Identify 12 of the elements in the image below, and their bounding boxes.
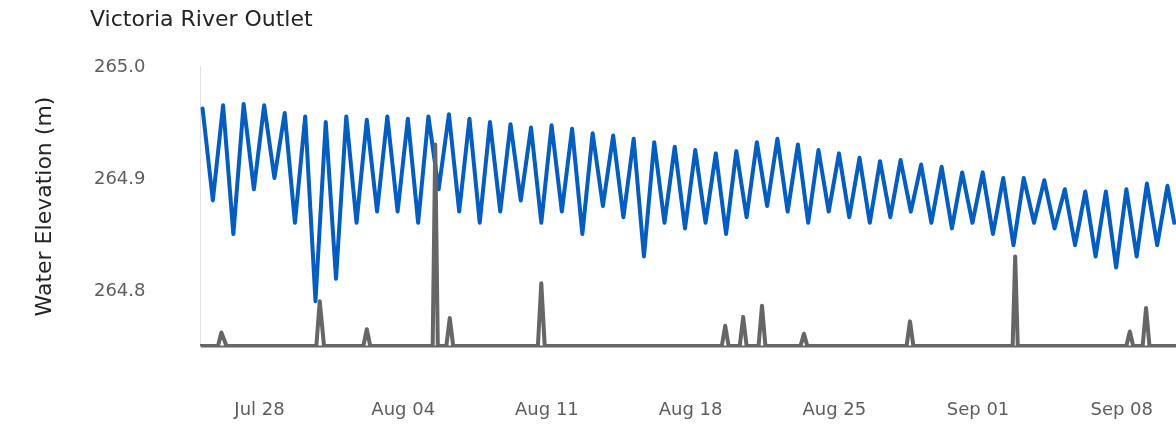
- x-tick-label: Jul 28: [233, 397, 285, 419]
- x-tick-label: Aug 18: [658, 397, 723, 419]
- x-tick-label: Aug 04: [371, 397, 436, 419]
- x-tick-label: Sep 08: [1090, 397, 1154, 419]
- x-tick-label: Aug 25: [802, 397, 867, 419]
- x-tick-label: Aug 11: [515, 397, 579, 419]
- y-tick-label: 264.9: [93, 166, 146, 188]
- y-axis-title: Water Elevation (m): [30, 96, 56, 317]
- y-tick-label: 265.0: [93, 54, 146, 76]
- x-tick-label: Sep 01: [946, 397, 1010, 419]
- y-tick-label: 264.8: [93, 278, 146, 300]
- chart-title: Victoria River Outlet: [90, 6, 314, 31]
